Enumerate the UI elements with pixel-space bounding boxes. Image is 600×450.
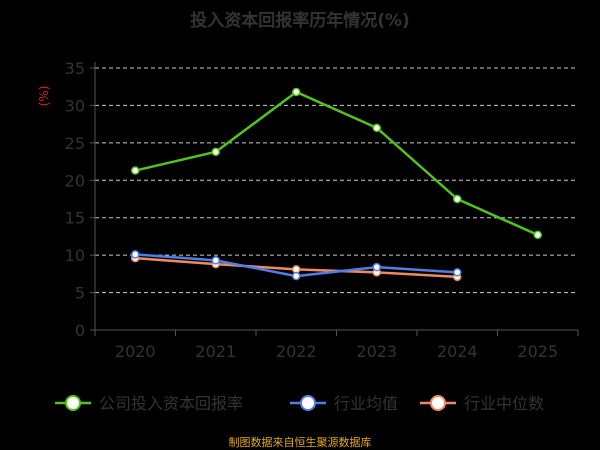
y-tick-label: 25 <box>65 134 85 153</box>
y-tick-label: 30 <box>65 96 85 115</box>
y-tick-label: 20 <box>65 171 85 190</box>
data-point <box>131 250 140 259</box>
gridlines <box>95 67 578 294</box>
legend-label: 行业中位数 <box>464 394 544 413</box>
x-tick-label: 2021 <box>195 342 236 361</box>
data-point <box>131 166 140 175</box>
data-point <box>372 262 381 272</box>
y-tick-label: 15 <box>65 209 85 228</box>
x-tick-label: 2020 <box>115 342 156 361</box>
legend-marker <box>430 395 446 411</box>
data-point <box>211 147 220 157</box>
series-group <box>131 87 542 282</box>
data-point <box>211 256 220 265</box>
y-tick-label: 10 <box>65 246 85 265</box>
legend-label: 公司投入资本回报率 <box>99 394 243 413</box>
y-axis-label: (%) <box>37 86 51 107</box>
data-point <box>292 271 301 281</box>
y-tick-label: 0 <box>75 321 85 340</box>
x-tick-label: 2024 <box>437 342 478 361</box>
legend-marker <box>300 395 316 411</box>
legend: 公司投入资本回报率 行业均值 行业中位数 <box>55 394 544 413</box>
data-point <box>372 123 381 133</box>
series-line <box>134 90 539 237</box>
legend-marker <box>65 395 81 411</box>
y-tick-label: 35 <box>65 59 85 78</box>
chart-title: 投入资本回报率历年情况(%) <box>190 11 410 31</box>
data-point <box>453 268 462 277</box>
legend-label: 行业均值 <box>334 394 398 413</box>
data-point <box>533 230 542 240</box>
x-tick-label: 2022 <box>276 342 317 361</box>
data-point <box>292 265 301 274</box>
x-tick-label: 2025 <box>517 342 558 361</box>
data-point <box>453 194 462 204</box>
y-tick-label: 5 <box>75 284 85 303</box>
source-note: 制图数据来自恒生聚源数据库 <box>228 436 372 449</box>
data-point <box>292 87 301 97</box>
x-tick-label: 2023 <box>356 342 397 361</box>
